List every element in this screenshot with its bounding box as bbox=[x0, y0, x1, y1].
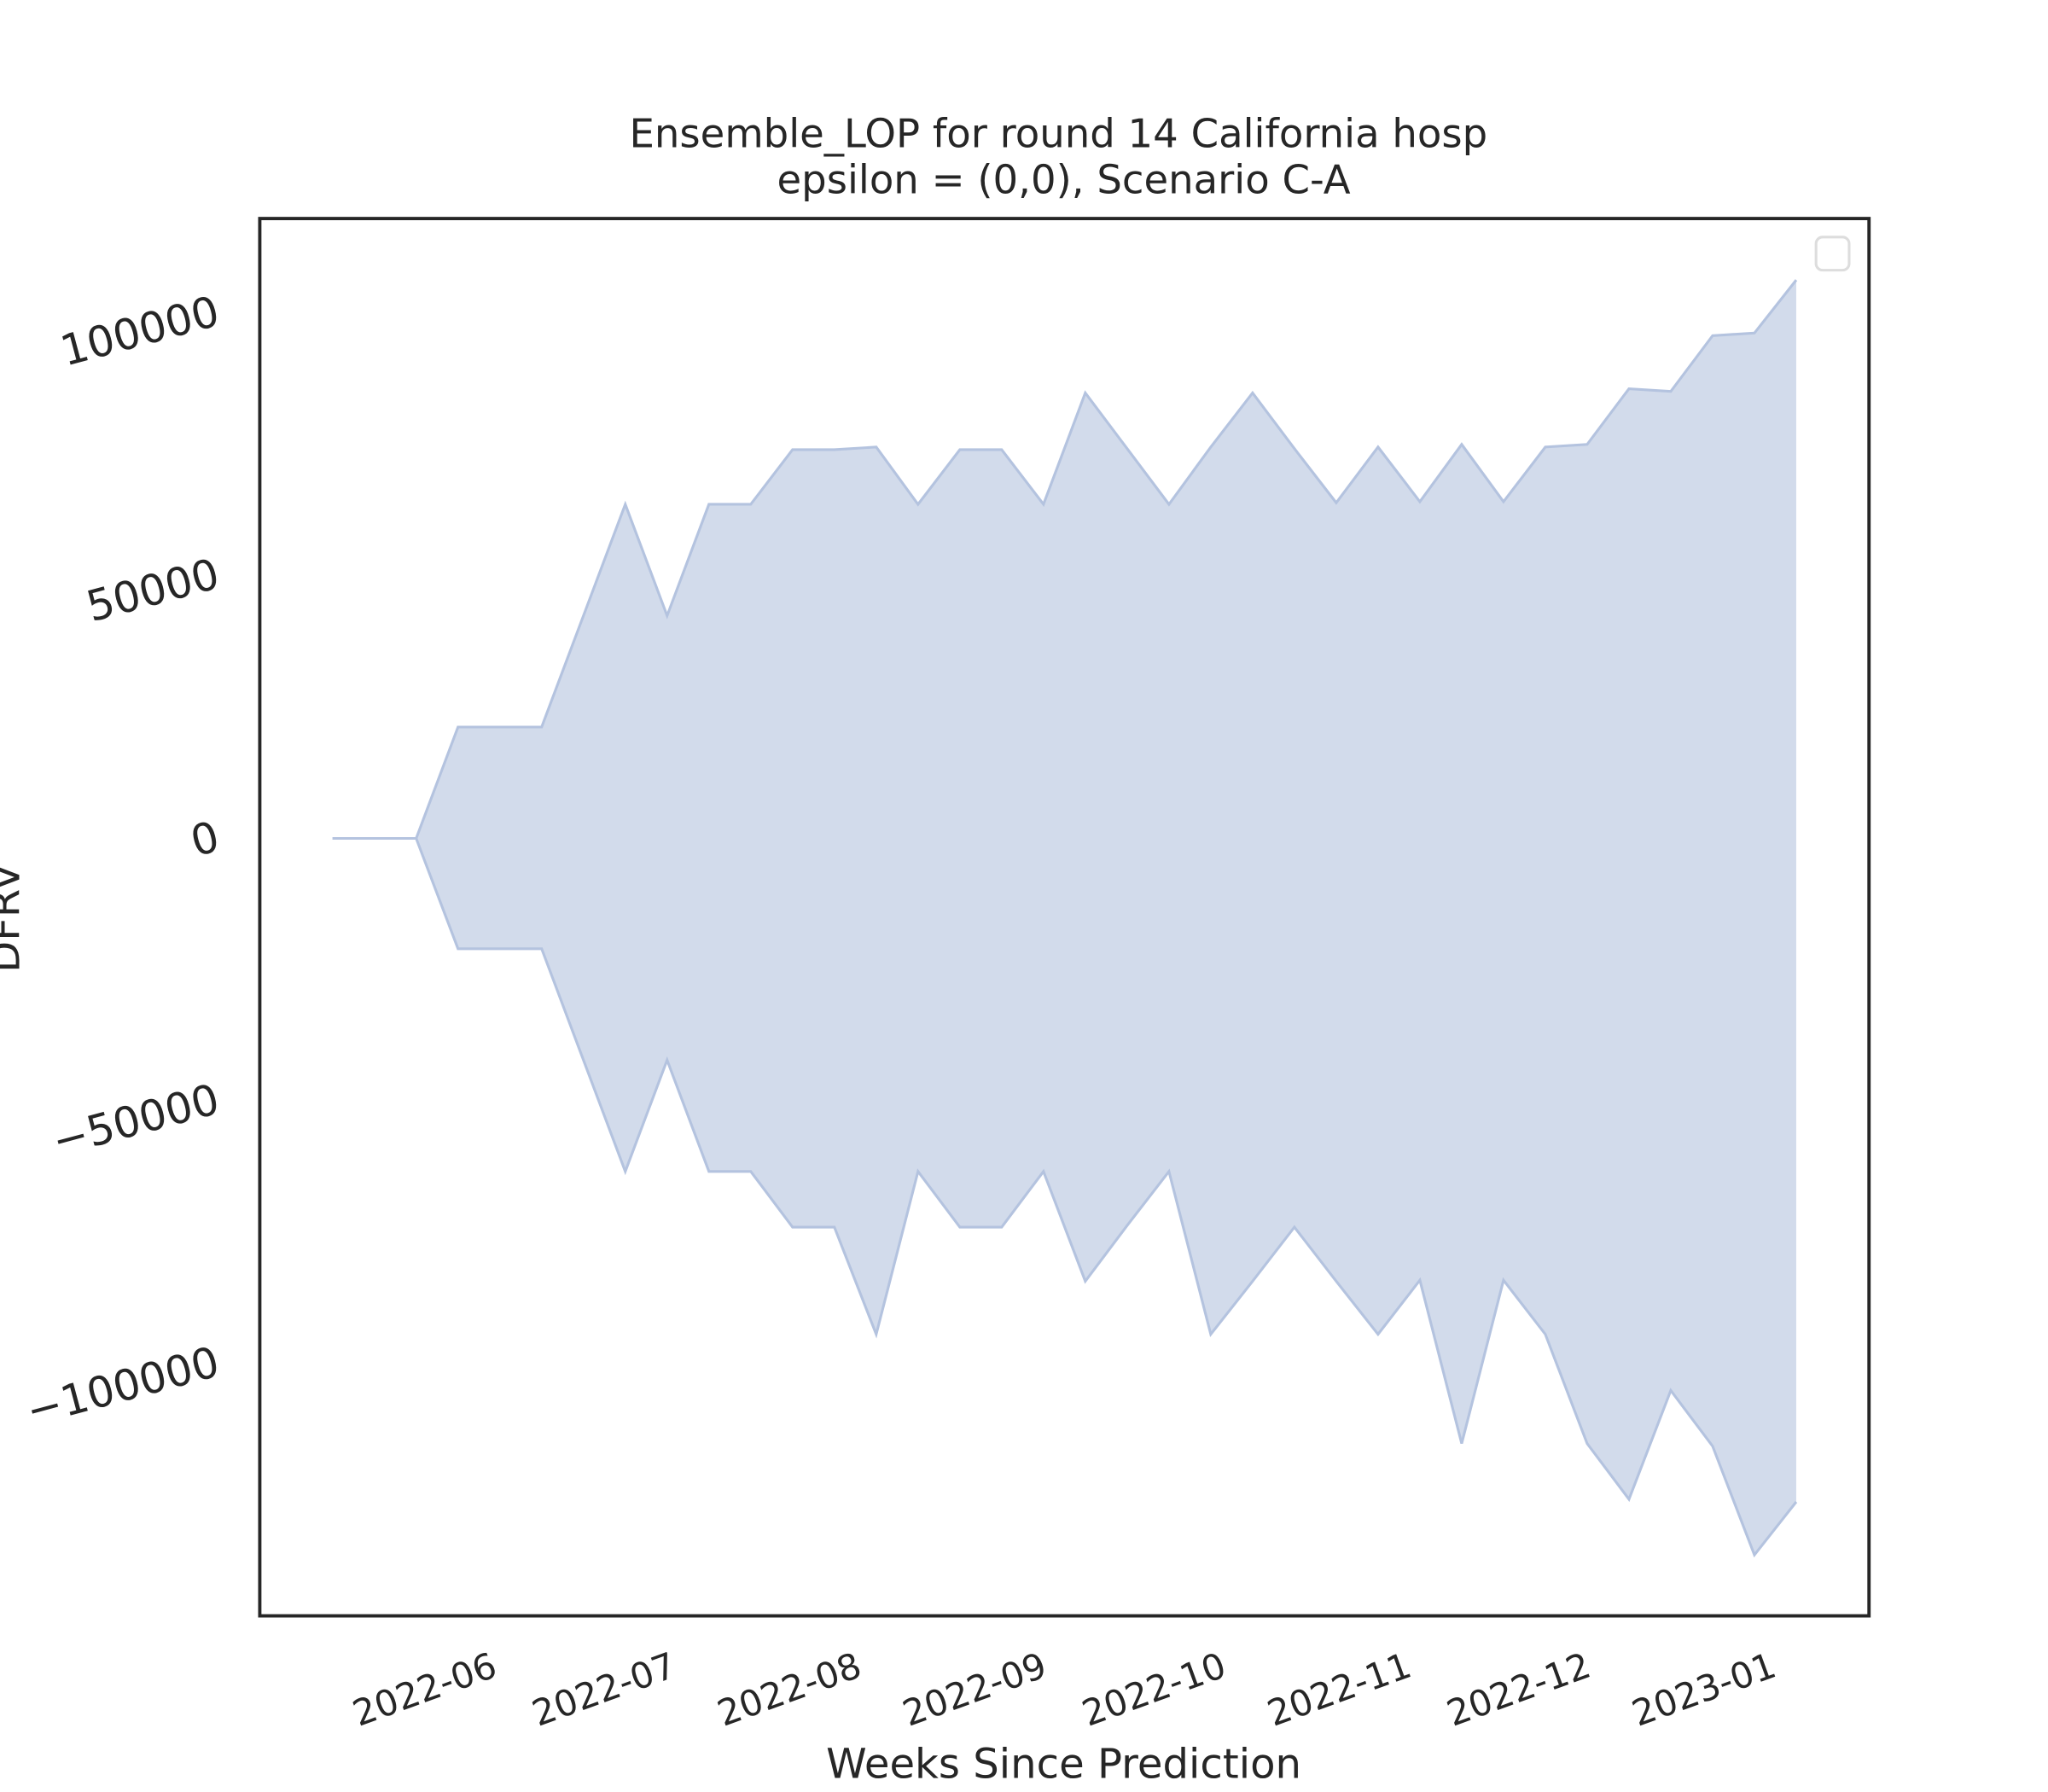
x-axis-label: Weeks Since Prediction bbox=[826, 1741, 1301, 1789]
plot-frame bbox=[258, 217, 1871, 1618]
area bbox=[332, 838, 1796, 1556]
chart-title: Ensemble_LOP for round 14 California hos… bbox=[630, 110, 1488, 156]
area-edge bbox=[332, 279, 1798, 841]
y-axis-label: DFRV bbox=[0, 863, 30, 973]
area bbox=[332, 280, 1796, 839]
chart-subtitle: epsilon = (0,0), Scenario C-A bbox=[777, 157, 1351, 203]
plot-area bbox=[332, 279, 1798, 1558]
area-edge bbox=[332, 836, 1798, 1558]
legend bbox=[1814, 236, 1851, 272]
